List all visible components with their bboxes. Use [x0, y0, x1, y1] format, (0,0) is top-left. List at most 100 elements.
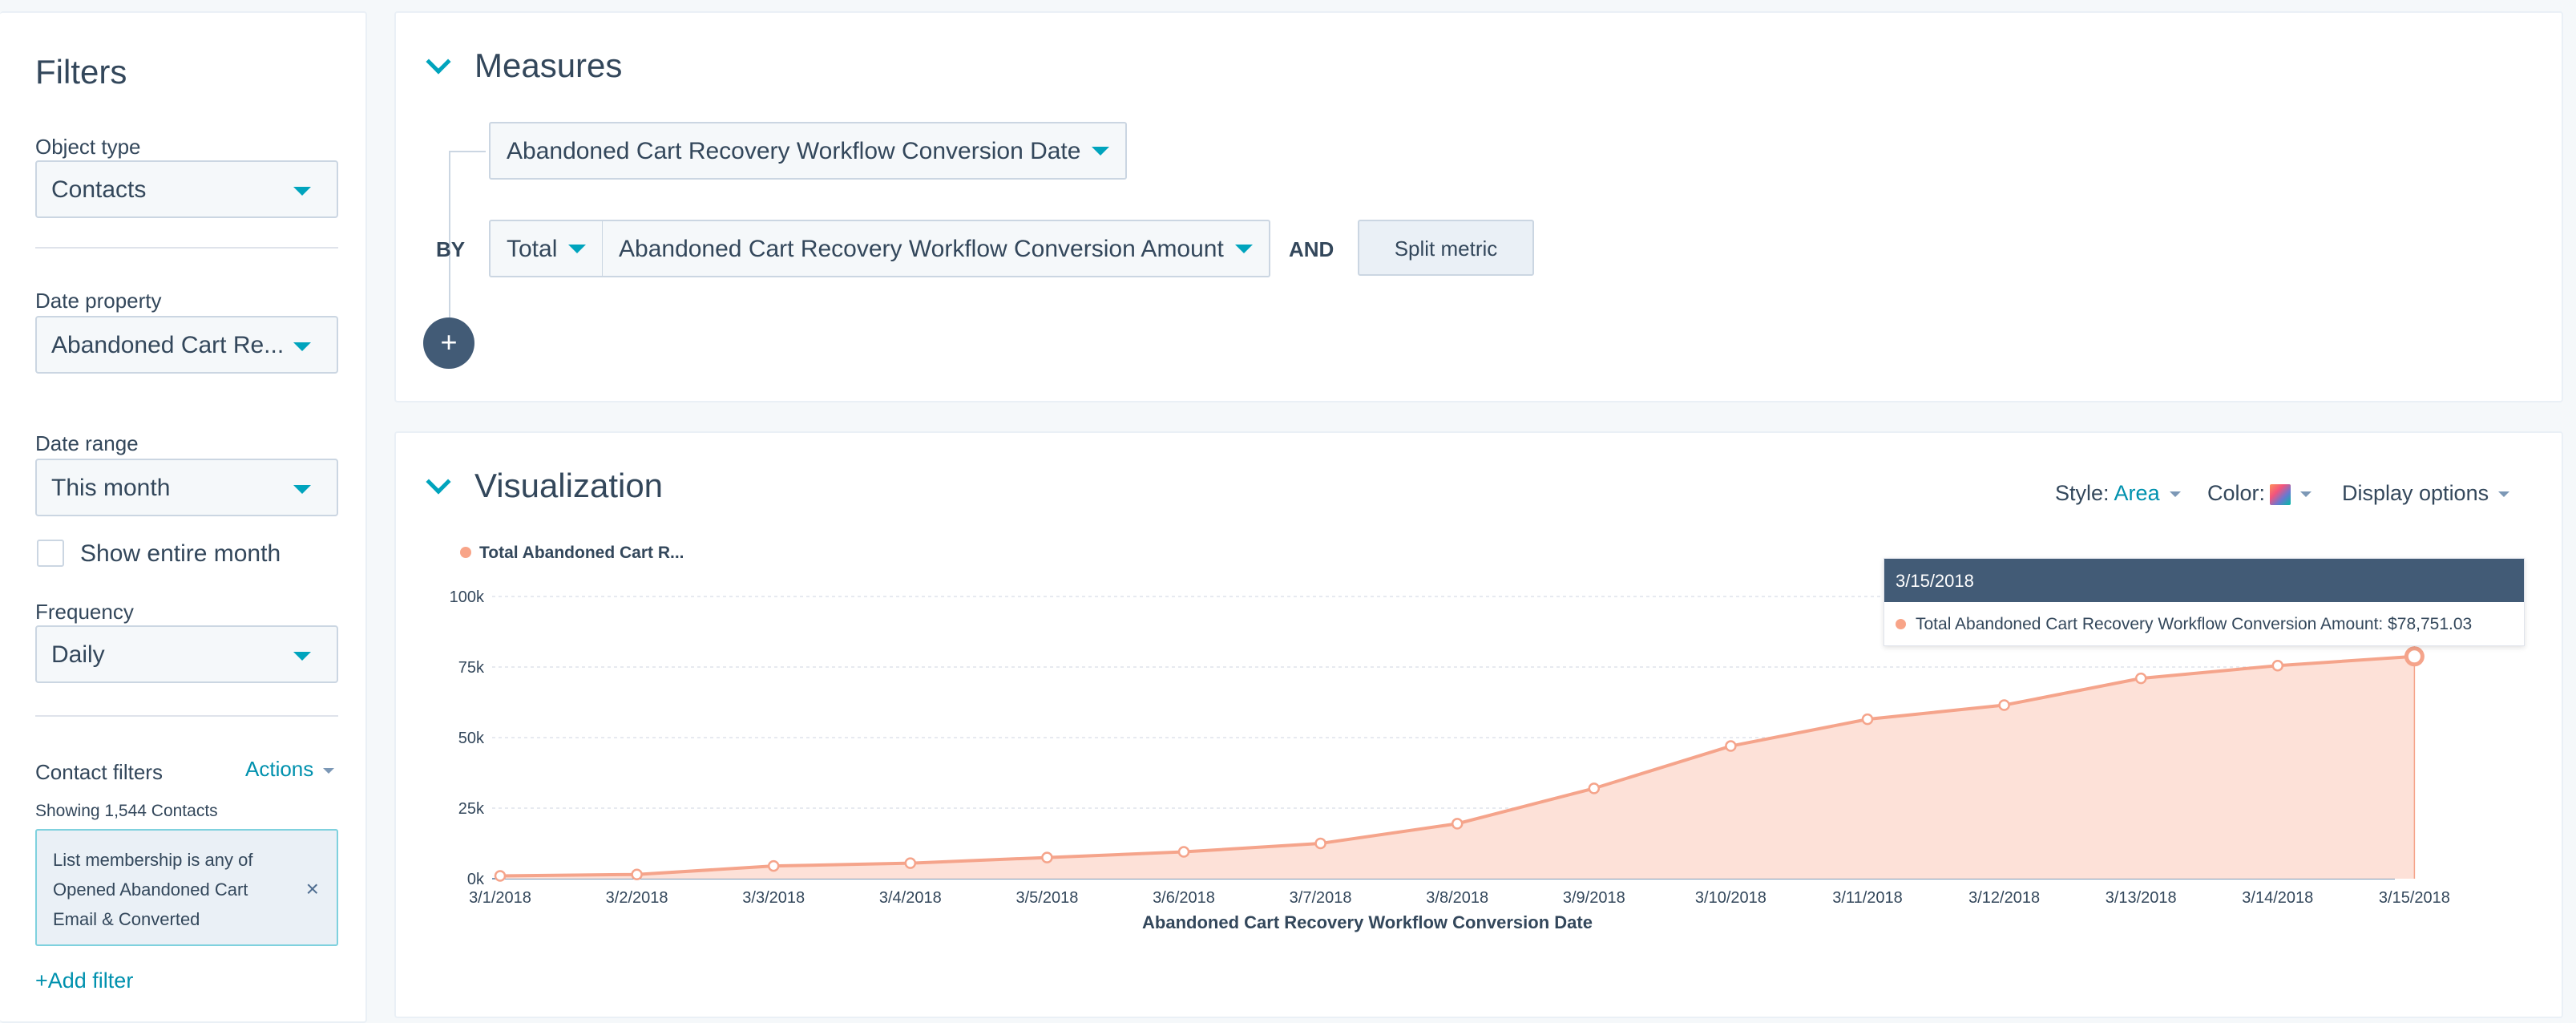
x-tick-label: 3/9/2018	[1563, 889, 1625, 907]
data-point	[2134, 672, 2147, 685]
measures-header[interactable]: Measures	[423, 46, 622, 85]
chevron-down-icon	[293, 652, 311, 661]
data-point	[2404, 646, 2425, 667]
object-type-value: Contacts	[51, 176, 147, 203]
frequency-select[interactable]: Daily	[35, 625, 338, 683]
frequency-value: Daily	[51, 641, 105, 668]
chevron-down-icon	[568, 245, 587, 253]
x-tick-label: 3/3/2018	[742, 889, 805, 907]
x-axis-title: Abandoned Cart Recovery Workflow Convers…	[1142, 912, 1593, 932]
data-point	[631, 868, 643, 880]
color-control[interactable]: Color:	[2207, 481, 2312, 506]
date-range-label: Date range	[35, 431, 139, 455]
y-tick-label: 75k	[458, 659, 485, 677]
x-tick-label: 3/10/2018	[1695, 889, 1766, 907]
chevron-down-icon	[2498, 491, 2510, 498]
show-entire-month-label: Show entire month	[80, 540, 281, 567]
legend-marker	[460, 547, 471, 558]
display-options-dropdown[interactable]: Display options	[2342, 481, 2510, 506]
date-property-select[interactable]: Abandoned Cart Re...	[35, 316, 338, 374]
filter-text-line: List membership is any of	[53, 850, 253, 870]
data-point	[1588, 782, 1601, 795]
actions-dropdown[interactable]: Actions	[245, 757, 335, 782]
filter-text-line: Opened Abandoned Cart	[53, 879, 248, 900]
dimension-select[interactable]: Abandoned Cart Recovery Workflow Convers…	[489, 122, 1128, 180]
by-label: BY	[436, 237, 466, 261]
chevron-down-icon	[1092, 147, 1110, 156]
data-point	[904, 857, 917, 869]
date-property-value: Abandoned Cart Re...	[51, 332, 285, 358]
x-tick-label: 3/4/2018	[879, 889, 942, 907]
style-control[interactable]: Style: Area	[2055, 481, 2181, 506]
tree-connector	[449, 151, 450, 319]
close-icon[interactable]: ×	[305, 876, 319, 901]
style-label: Style:	[2055, 481, 2110, 505]
x-tick-label: 3/8/2018	[1426, 889, 1488, 907]
visualization-title: Visualization	[474, 467, 664, 504]
object-type-select[interactable]: Contacts	[35, 160, 338, 218]
divider	[35, 715, 338, 717]
data-point	[2271, 659, 2284, 672]
data-point	[1314, 837, 1326, 850]
x-tick-label: 3/1/2018	[469, 889, 531, 907]
filter-card[interactable]: List membership is any of Opened Abandon…	[35, 829, 338, 946]
chevron-down-icon	[2169, 491, 2181, 498]
y-tick-label: 50k	[458, 730, 485, 747]
chart-legend[interactable]: Total Abandoned Cart R...	[460, 544, 684, 563]
data-point	[1998, 699, 2010, 711]
display-options-label: Display options	[2342, 481, 2489, 505]
area-chart[interactable]: 0k 25k 50k 75k 100k 3/1/2018 3/2/2018 3/3/2018 3…	[396, 433, 2562, 1017]
data-point	[1861, 713, 1874, 726]
dimension-value: Abandoned Cart Recovery Workflow Convers…	[507, 138, 1081, 164]
y-tick-label: 100k	[450, 588, 485, 606]
x-tick-label: 3/14/2018	[2242, 889, 2313, 907]
chevron-down-icon	[293, 187, 311, 196]
tooltip-value: $78,751.03	[2388, 615, 2473, 633]
data-point	[1725, 740, 1737, 752]
data-point	[1451, 818, 1464, 830]
chevron-down-icon	[323, 767, 335, 774]
x-tick-label: 3/12/2018	[1968, 889, 2040, 907]
date-range-value: This month	[51, 475, 171, 501]
contacts-count: Showing 1,544 Contacts	[35, 802, 218, 820]
show-entire-month-checkbox[interactable]	[37, 540, 64, 567]
x-tick-label: 3/13/2018	[2106, 889, 2177, 907]
chart-tooltip: 3/15/2018 Total Abandoned Cart Recovery …	[1884, 558, 2525, 646]
tooltip-marker	[1896, 619, 1906, 629]
tooltip-body: Total Abandoned Cart Recovery Workflow C…	[1884, 602, 2524, 647]
data-point	[1177, 846, 1190, 858]
date-range-select[interactable]: This month	[35, 459, 338, 516]
chevron-down-icon	[1234, 245, 1253, 253]
add-measure-button[interactable]: +	[423, 317, 474, 369]
visualization-panel: Visualization Style: Area Color: Display…	[394, 431, 2563, 1018]
x-tick-label: 3/7/2018	[1290, 889, 1352, 907]
visualization-header[interactable]: Visualization	[423, 467, 663, 505]
filters-sidebar: Filters Object type Contacts Date proper…	[0, 11, 367, 1023]
divider	[35, 247, 338, 249]
split-metric-button[interactable]: Split metric	[1358, 220, 1534, 276]
tooltip-date: 3/15/2018	[1884, 559, 2524, 602]
x-tick-label: 3/5/2018	[1015, 889, 1078, 907]
actions-label: Actions	[245, 757, 314, 781]
frequency-label: Frequency	[35, 600, 134, 624]
x-tick-label: 3/11/2018	[1832, 889, 1903, 907]
data-point	[1041, 851, 1053, 863]
filters-title: Filters	[35, 53, 127, 91]
measures-panel: Measures Abandoned Cart Recovery Workflo…	[394, 11, 2563, 402]
tooltip-text: Total Abandoned Cart Recovery Workflow C…	[1916, 615, 2384, 633]
aggregation-value: Total	[507, 236, 558, 262]
add-filter-link[interactable]: +Add filter	[35, 968, 134, 993]
chevron-down-icon	[293, 342, 311, 351]
tree-connector	[449, 151, 486, 152]
chevron-down-icon	[293, 485, 311, 494]
x-tick-label: 3/2/2018	[606, 889, 668, 907]
data-point	[767, 859, 780, 872]
data-point	[494, 870, 507, 882]
y-tick-label: 25k	[458, 800, 485, 818]
filter-text-line: Email & Converted	[53, 909, 200, 929]
chevron-down-icon[interactable]	[426, 49, 451, 75]
aggregation-select[interactable]: Total	[489, 220, 604, 277]
chevron-down-icon	[2300, 491, 2312, 498]
style-value: Area	[2114, 481, 2160, 505]
metric-select[interactable]: Abandoned Cart Recovery Workflow Convers…	[603, 220, 1270, 277]
